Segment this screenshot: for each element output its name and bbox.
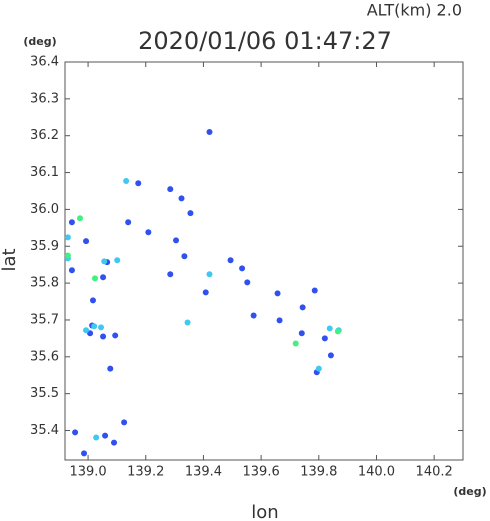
echo-point — [83, 327, 90, 334]
y-unit: (deg) — [23, 35, 56, 48]
echo-point — [64, 234, 71, 241]
echo-point — [184, 319, 191, 326]
echo-point — [299, 304, 306, 311]
altitude-label: ALT(km) 2.0 — [367, 1, 462, 20]
y-tick-label: 35.6 — [30, 349, 59, 364]
x-tick-label: 139.2 — [127, 465, 164, 480]
echo-point — [206, 271, 213, 278]
echo-point — [68, 219, 75, 226]
echo-point — [276, 317, 283, 324]
echo-point — [76, 215, 83, 222]
x-axis-label: lon — [251, 502, 278, 521]
echo-point — [100, 274, 107, 281]
echo-point — [187, 210, 194, 217]
y-tick-label: 36.1 — [30, 165, 59, 180]
y-tick-label: 36.0 — [30, 202, 59, 217]
echo-point — [72, 429, 79, 436]
y-tick-label: 35.9 — [30, 239, 59, 254]
echo-point — [250, 312, 257, 319]
echo-point — [101, 258, 108, 265]
x-tick-label: 140.2 — [416, 465, 453, 480]
echo-point — [274, 290, 281, 297]
echo-point — [181, 253, 188, 260]
echo-point — [239, 265, 246, 272]
echo-point — [167, 186, 174, 193]
echo-point — [178, 195, 185, 202]
echo-point — [334, 328, 341, 335]
echo-point — [321, 335, 328, 342]
echo-point — [327, 352, 334, 359]
echo-point — [292, 340, 299, 347]
y-tick-label: 35.4 — [30, 423, 59, 438]
plot-frame — [64, 61, 464, 461]
y-tick-label: 36.2 — [30, 128, 59, 143]
echo-point — [114, 257, 121, 264]
echo-point — [145, 229, 152, 236]
echo-point — [326, 325, 333, 332]
echo-point — [107, 365, 114, 372]
echo-point — [167, 271, 174, 278]
echo-point — [112, 332, 119, 339]
x-tick-label: 139.0 — [69, 465, 106, 480]
echo-point — [93, 434, 100, 441]
echo-point — [89, 297, 96, 304]
echo-point — [311, 287, 318, 294]
echo-point — [298, 330, 305, 337]
echo-point — [91, 323, 98, 330]
y-axis-label: lat — [0, 248, 20, 271]
echo-point — [123, 178, 130, 185]
echo-point — [125, 219, 132, 226]
y-tick-label: 36.4 — [30, 55, 59, 70]
echo-point — [68, 267, 75, 274]
echo-point — [102, 432, 109, 439]
y-tick-label: 35.8 — [30, 276, 59, 291]
echo-point — [100, 333, 107, 340]
y-tick-label: 36.3 — [30, 91, 59, 106]
echo-point — [64, 252, 71, 259]
echo-point — [83, 238, 90, 245]
x-unit: (deg) — [453, 485, 486, 498]
y-tick-label: 35.5 — [30, 386, 59, 401]
x-tick-label: 139.6 — [243, 465, 280, 480]
x-tick-label: 139.8 — [300, 465, 337, 480]
echo-point — [315, 365, 322, 372]
echo-point — [111, 439, 118, 446]
y-tick-label: 35.7 — [30, 312, 59, 327]
echo-point — [121, 419, 128, 426]
echo-point — [135, 180, 142, 187]
echo-point — [244, 279, 251, 286]
x-tick-label: 139.4 — [185, 465, 222, 480]
echo-point — [227, 257, 234, 264]
echo-point — [173, 237, 180, 244]
echo-point — [81, 450, 88, 457]
echo-point — [98, 324, 105, 331]
echo-point — [206, 129, 213, 136]
x-tick-label: 140.0 — [358, 465, 395, 480]
echo-point — [91, 275, 98, 282]
echo-point — [202, 289, 209, 296]
chart-title: 2020/01/06 01:47:27 — [138, 27, 392, 55]
